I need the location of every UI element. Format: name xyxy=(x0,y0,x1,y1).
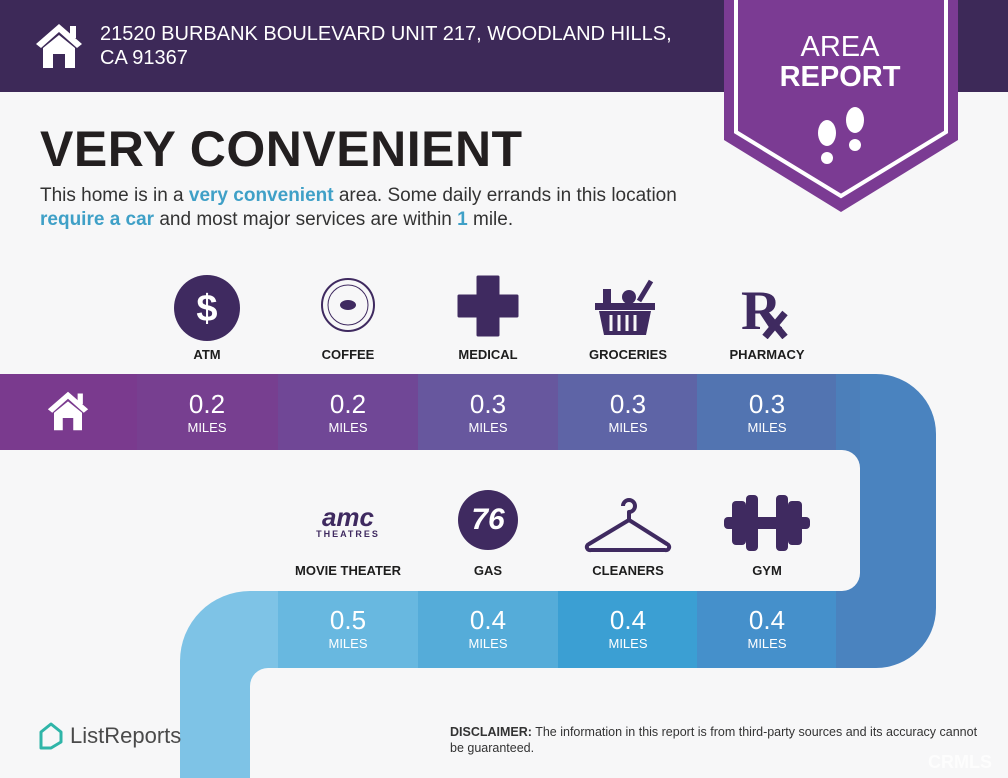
property-address: 21520 BURBANK BOULEVARD UNIT 217, WOODLA… xyxy=(100,22,720,70)
address-line-1: 21520 BURBANK BOULEVARD UNIT 217, WOODLA… xyxy=(100,23,672,45)
distance-gas: 0.4 MILES xyxy=(418,606,558,651)
distance-value: 0.3 xyxy=(469,389,507,419)
desc-text: area. Some daily errands in this locatio… xyxy=(333,185,677,206)
watermark: CRMLS xyxy=(928,752,992,772)
distance-value: 0.3 xyxy=(748,389,786,419)
distance-value: 0.5 xyxy=(329,605,367,635)
coffee-bean-logo-icon xyxy=(278,275,418,335)
desc-text: mile. xyxy=(467,209,514,230)
medical-cross-icon xyxy=(418,275,558,337)
distance-value: 0.3 xyxy=(609,389,647,419)
distance-gym: 0.4 MILES xyxy=(697,606,837,651)
disclaimer-label: DISCLAIMER: xyxy=(450,725,532,739)
dumbbell-icon xyxy=(697,495,837,551)
area-report-title: AREA REPORT xyxy=(740,32,940,92)
category-label: MEDICAL xyxy=(458,347,518,362)
disclaimer: DISCLAIMER: The information in this repo… xyxy=(450,724,990,756)
category-label: GROCERIES xyxy=(588,347,667,362)
amc-logo-sub: THEATRES xyxy=(316,529,380,539)
listreports-logo: ListReports xyxy=(38,722,181,750)
grocery-basket-icon xyxy=(558,275,698,337)
listreports-logo-icon xyxy=(39,722,63,750)
footprints-icon xyxy=(818,107,864,164)
distance-unit: MILES xyxy=(608,636,648,651)
distance-value: 0.4 xyxy=(469,605,507,635)
distance-unit: MILES xyxy=(747,420,787,435)
distance-cleaners: 0.4 MILES xyxy=(558,606,698,651)
category-label: ATM xyxy=(193,347,221,362)
distance-atm: 0.2 MILES xyxy=(137,390,277,435)
hanger-icon xyxy=(558,492,698,554)
distance-value: 0.4 xyxy=(609,605,647,635)
distance-movie-theater: 0.5 MILES xyxy=(278,606,418,651)
category-label: MOVIE THEATER xyxy=(295,563,401,578)
category-label: CLEANERS xyxy=(592,563,664,578)
address-line-2: CA 91367 xyxy=(100,47,188,69)
amc-theatres-logo-icon: amc THEATRES xyxy=(278,502,418,539)
desc-highlight: very convenient xyxy=(188,185,334,206)
home-marker-icon xyxy=(47,391,89,431)
area-report-banner xyxy=(724,0,958,212)
brand-name: ListReports xyxy=(70,723,182,748)
banner-line-2: REPORT xyxy=(779,61,901,93)
distance-groceries: 0.3 MILES xyxy=(558,390,698,435)
desc-highlight: 1 xyxy=(457,209,468,230)
distance-value: 0.2 xyxy=(188,389,226,419)
svg-text:$: $ xyxy=(196,288,217,330)
description: This home is in a very convenient area. … xyxy=(40,184,720,232)
distance-unit: MILES xyxy=(328,420,368,435)
category-label: GAS xyxy=(473,563,503,578)
house-icon xyxy=(36,24,82,68)
desc-highlight: require a car xyxy=(40,209,155,230)
distance-unit: MILES xyxy=(187,420,227,435)
category-label: PHARMACY xyxy=(729,347,805,362)
distance-unit: MILES xyxy=(468,420,508,435)
distance-unit: MILES xyxy=(608,420,648,435)
desc-text: This home is in a xyxy=(40,185,189,206)
banner-line-1: AREA xyxy=(800,31,880,63)
category-label: GYM xyxy=(752,563,782,578)
rx-icon: R xyxy=(697,275,837,339)
distance-medical: 0.3 MILES xyxy=(418,390,558,435)
distance-pharmacy: 0.3 MILES xyxy=(697,390,837,435)
page-title: VERY CONVENIENT xyxy=(40,121,523,177)
distance-unit: MILES xyxy=(328,636,368,651)
distance-coffee: 0.2 MILES xyxy=(278,390,418,435)
distance-unit: MILES xyxy=(468,636,508,651)
distance-unit: MILES xyxy=(747,636,787,651)
distance-value: 0.4 xyxy=(748,605,786,635)
76-logo-icon: 76 xyxy=(418,490,558,550)
category-label: COFFEE xyxy=(321,347,375,362)
76-logo-text: 76 xyxy=(458,490,518,550)
desc-text: and most major services are within xyxy=(154,209,458,230)
disclaimer-text: The information in this report is from t… xyxy=(450,725,978,755)
amc-logo-text: amc xyxy=(321,502,375,532)
distance-value: 0.2 xyxy=(329,389,367,419)
dollar-icon: $ xyxy=(137,275,277,341)
